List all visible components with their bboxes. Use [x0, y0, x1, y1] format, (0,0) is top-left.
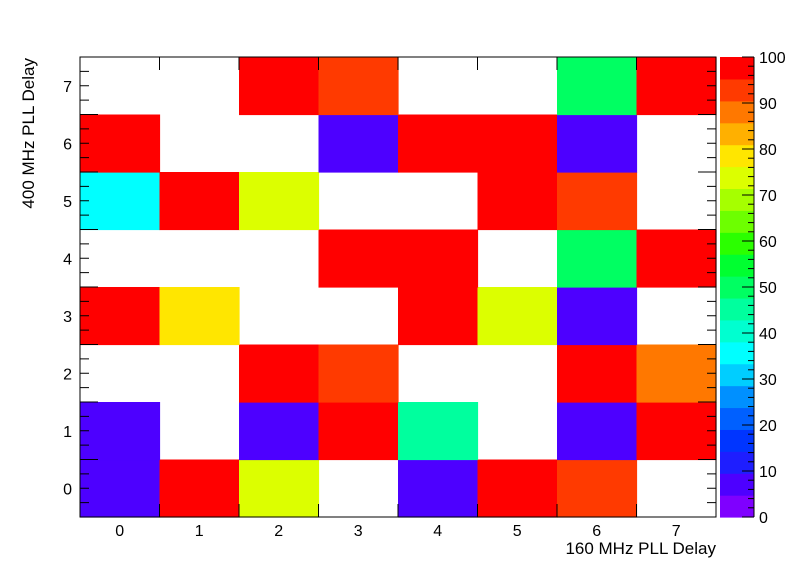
- colorbar-bin: [720, 100, 754, 124]
- y-tick-label: 1: [63, 424, 72, 441]
- colorbar-bin: [720, 57, 754, 80]
- y-tick-label: 0: [63, 481, 72, 498]
- colorbar-bin: [720, 144, 754, 168]
- x-tick-label: 5: [513, 523, 522, 540]
- heatmap-cell-x6-y0: [557, 459, 638, 518]
- heatmap-cell-x1-y3: [159, 287, 240, 346]
- y-axis: 0 1 2 3 4 5 6 7: [63, 56, 716, 518]
- heatmap-cell-x1-y5: [159, 172, 240, 231]
- heatmap-cell-x6-y6: [557, 114, 638, 173]
- colorbar-bin: [720, 385, 754, 409]
- heatmap-cell-x4-y0: [398, 459, 479, 518]
- heatmap-cell-x4-y4: [398, 229, 479, 288]
- y-tick-label: 7: [63, 79, 72, 96]
- heatmap-cell-x3-y6: [318, 114, 399, 173]
- heatmap-cell-x2-y1: [239, 402, 320, 461]
- y-tick-label: 6: [63, 136, 72, 153]
- x-axis-label: 160 MHz PLL Delay: [565, 539, 716, 558]
- colorbar-tick-label: 100: [759, 50, 786, 67]
- x-tick-label: 7: [672, 523, 681, 540]
- heatmap-cell-x7-y7: [636, 57, 717, 116]
- x-tick-label: 6: [592, 523, 601, 540]
- colorbar-bin: [720, 166, 754, 190]
- x-axis: 0 1 2 3 4 5 6 7: [79, 57, 717, 540]
- heatmap-cell-x2-y5: [239, 172, 320, 231]
- colorbar-bin: [720, 297, 754, 321]
- heatmap-cell-x0-y5: [80, 172, 161, 231]
- colorbar: 0 10 20 30 40 50 60 70 80 90 100: [720, 50, 786, 527]
- heatmap-cell-x0-y0: [80, 459, 161, 518]
- heatmap-cell-x5-y5: [477, 172, 558, 231]
- colorbar-bin: [720, 319, 754, 343]
- heatmap-cell-x6-y2: [557, 344, 638, 403]
- x-tick-label: 1: [195, 523, 204, 540]
- y-tick-label: 5: [63, 194, 72, 211]
- heatmap-cell-x2-y2: [239, 344, 320, 403]
- heatmap-cell-x6-y5: [557, 172, 638, 231]
- colorbar-bin: [720, 473, 754, 496]
- colorbar-bin: [720, 341, 754, 365]
- x-tick-label: 0: [115, 523, 124, 540]
- colorbar-tick-label: 50: [759, 280, 777, 297]
- colorbar-bin: [720, 407, 754, 430]
- y-tick-label: 3: [63, 309, 72, 326]
- colorbar-tick-label: 70: [759, 188, 777, 205]
- colorbar-bin: [720, 495, 754, 518]
- heatmap-cell-x3-y7: [318, 57, 399, 116]
- heatmap-cell-x1-y0: [159, 459, 240, 518]
- colorbar-bin: [720, 254, 754, 277]
- colorbar-tick-label: 30: [759, 372, 777, 389]
- heatmap-cell-x6-y4: [557, 229, 638, 288]
- heatmap-cell-x4-y1: [398, 402, 479, 461]
- heatmap-cell-x6-y7: [557, 57, 638, 116]
- heatmap-cell-x3-y4: [318, 229, 399, 288]
- colorbar-tick-label: 90: [759, 96, 777, 113]
- colorbar-bin: [720, 122, 754, 146]
- heatmap-cell-x2-y7: [239, 57, 320, 116]
- colorbar-tick-label: 10: [759, 464, 777, 481]
- heatmap-cell-x7-y1: [636, 402, 717, 461]
- colorbar-tick-label: 20: [759, 418, 777, 435]
- heatmap-cell-x2-y0: [239, 459, 320, 518]
- colorbar-bin: [720, 429, 754, 452]
- heatmap-cell-x3-y2: [318, 344, 399, 403]
- heatmap-cell-x5-y3: [477, 287, 558, 346]
- colorbar-tick-label: 0: [759, 510, 768, 527]
- colorbar-tick-label: 80: [759, 142, 777, 159]
- y-axis-label: 400 MHz PLL Delay: [19, 58, 38, 209]
- x-tick-label: 3: [354, 523, 363, 540]
- heatmap-cell-x3-y1: [318, 402, 399, 461]
- x-tick-label: 2: [274, 523, 283, 540]
- colorbar-bin: [720, 276, 754, 299]
- colorbar-bin: [720, 188, 754, 211]
- heatmap-cell-x0-y6: [80, 114, 161, 173]
- heatmap-cell-x7-y4: [636, 229, 717, 288]
- heatmap-cells: [80, 57, 717, 518]
- heatmap-cell-x7-y2: [636, 344, 717, 403]
- y-tick-label: 4: [63, 251, 72, 268]
- heatmap-cell-x4-y6: [398, 114, 479, 173]
- heatmap-cell-x5-y0: [477, 459, 558, 518]
- colorbar-bin: [720, 363, 754, 387]
- x-tick-label: 4: [433, 523, 442, 540]
- heatmap-cell-x0-y3: [80, 287, 161, 346]
- colorbar-tick-label: 60: [759, 234, 777, 251]
- heatmap-cell-x6-y1: [557, 402, 638, 461]
- heatmap-cell-x5-y6: [477, 114, 558, 173]
- colorbar-bin: [720, 451, 754, 474]
- heatmap-cell-x4-y3: [398, 287, 479, 346]
- heatmap-cell-x6-y3: [557, 287, 638, 346]
- colorbar-bin: [720, 210, 754, 233]
- colorbar-bin: [720, 78, 754, 102]
- y-tick-label: 2: [63, 366, 72, 383]
- colorbar-tick-label: 40: [759, 326, 777, 343]
- colorbar-bin: [720, 232, 754, 255]
- heatmap-cell-x0-y1: [80, 402, 161, 461]
